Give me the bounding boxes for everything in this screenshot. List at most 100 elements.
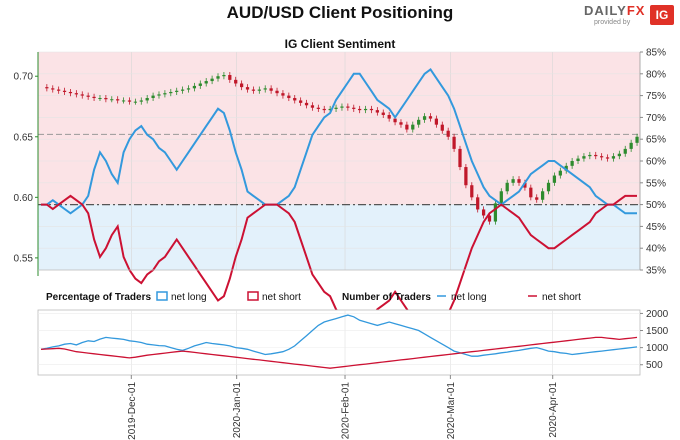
right-tick-label: 50% (646, 200, 666, 211)
candle-body (257, 89, 261, 91)
candle-body (393, 118, 397, 123)
long-zone-background (38, 204, 640, 270)
candle-body (86, 95, 90, 97)
legend-number-heading: Number of Traders (342, 292, 431, 303)
candle-body (358, 108, 362, 111)
candle-body (192, 85, 197, 89)
left-tick-label: 0.65 (14, 132, 34, 143)
candle-body (446, 130, 450, 137)
candle-body (293, 98, 297, 101)
right-tick-label: 40% (646, 244, 666, 255)
candle-body (228, 75, 232, 80)
candle-body (552, 175, 557, 183)
trader-tick-label: 500 (646, 360, 663, 371)
candle-body (45, 87, 49, 89)
candle-body (328, 108, 332, 111)
candle-body (611, 156, 616, 159)
candle-body (104, 98, 108, 100)
candle-body (281, 93, 285, 96)
candle-body (558, 170, 562, 176)
x-tick-label: 2019-Dec-01 (127, 382, 138, 440)
main-axes: 0.70 0.65 0.60 0.55 85% 80% 75% 70% 65% 60% 55% 50%… (14, 48, 667, 277)
candle-body (80, 94, 84, 96)
candle-body (540, 191, 545, 200)
logo-wordmark: DAILYFX (584, 3, 646, 18)
main-reference-lines (38, 133, 640, 206)
candle-body (139, 100, 143, 102)
x-tick-label: 2020-Jan-01 (232, 382, 243, 439)
right-tick-label: 60% (646, 157, 666, 168)
candle-body (334, 107, 338, 109)
candle-body (582, 156, 586, 159)
candle-body (535, 197, 539, 200)
candle-body (310, 105, 315, 108)
candle-body (304, 102, 309, 106)
candle-body (422, 116, 427, 120)
candle-body (251, 89, 256, 91)
trader-count-panel: 2000 1500 1000 500 (37, 309, 669, 376)
left-tick-label: 0.60 (14, 193, 34, 204)
trader-tick-label: 1500 (646, 326, 669, 337)
candle-body (600, 156, 604, 158)
candle-body (234, 79, 238, 84)
short-zone-background (38, 52, 640, 205)
candle-body (411, 124, 415, 130)
right-tick-label: 55% (646, 178, 666, 189)
trader-net-long-line (40, 314, 638, 357)
main-panel-background (38, 51, 640, 271)
net-long-line (41, 67, 637, 215)
left-tick-label: 0.70 (14, 72, 34, 83)
candle-body (523, 182, 527, 188)
candle-body (629, 142, 633, 149)
trader-net-short-line (40, 336, 638, 369)
candle-body (180, 89, 185, 91)
candle-body (417, 119, 421, 125)
candle-body (269, 88, 273, 91)
legend-pct-long-label: net long (171, 292, 207, 303)
candle-body (428, 116, 433, 119)
candle-body (588, 154, 592, 157)
x-axis: 2019-Dec-01 2020-Jan-01 2020-Feb-01 2020-Ma… (127, 375, 559, 440)
candle-body (116, 99, 120, 101)
candle-body (62, 90, 67, 92)
chart-title: AUD/USD Client Positioning (226, 3, 454, 22)
candle-body (405, 124, 409, 130)
candle-body (564, 165, 568, 171)
logo-provided-by: provided by (594, 19, 631, 26)
candle-body (275, 90, 279, 94)
candle-body (470, 185, 474, 198)
candle-body (464, 167, 468, 186)
legend-pct-short-swatch (247, 291, 259, 301)
candle-body (387, 114, 391, 119)
candle-body (375, 110, 379, 113)
candle-body (263, 88, 267, 90)
x-tick-label: 2020-Feb-01 (341, 382, 352, 440)
chart-subtitle: IG Client Sentiment (284, 37, 396, 51)
ig-logo-badge: IG (650, 5, 674, 25)
candle-body (505, 182, 509, 192)
trader-tick-label: 2000 (646, 309, 669, 320)
right-tick-label: 75% (646, 91, 666, 102)
candle-body (151, 95, 155, 99)
candle-body (287, 95, 291, 99)
candle-body (198, 83, 202, 86)
candle-body (169, 91, 173, 94)
candle-body (57, 89, 61, 91)
candle-body (529, 187, 533, 198)
right-tick-label: 85% (646, 48, 666, 59)
candle-body (127, 100, 132, 102)
candle-body (92, 96, 96, 99)
candle-body (222, 75, 226, 77)
legend-num-long-label: net long (451, 292, 487, 303)
candle-body (204, 81, 208, 84)
candle-body (570, 161, 574, 166)
candle-body (452, 136, 456, 149)
candle-body (476, 197, 480, 210)
candle-body (74, 93, 78, 95)
right-tick-label: 80% (646, 69, 666, 80)
legend: Percentage of Traders net long net short… (46, 291, 581, 303)
candle-body (369, 108, 374, 111)
candle-body (121, 100, 126, 102)
candle-body (157, 94, 161, 96)
